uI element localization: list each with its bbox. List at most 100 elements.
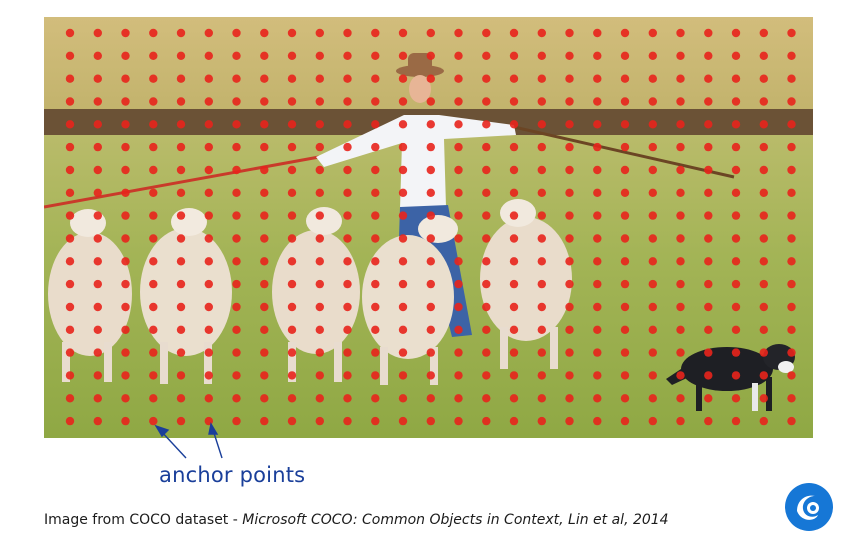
anchor-point [343,97,352,106]
anchor-point [260,325,269,334]
anchor-point [731,348,741,357]
anchor-point [176,371,186,380]
anchor-point [482,51,491,60]
anchor-point [593,325,602,334]
anchor-point [426,325,435,334]
anchor-point [65,28,75,38]
anchor-point [315,28,324,38]
anchor-point [620,28,630,38]
anchor-point [704,302,713,312]
anchor-point [787,142,796,152]
anchor-point [121,416,130,426]
anchor-point [593,165,602,175]
anchor-point [65,234,75,243]
anchor-point [565,394,574,403]
anchor-point [620,234,630,243]
anchor-point [565,188,574,197]
anchor-point [426,416,435,426]
anchor-point [149,394,158,403]
anchor-point [731,165,741,175]
anchor-point [537,28,546,38]
anchor-point [149,371,158,380]
anchor-point [454,394,463,403]
anchor-point [537,142,546,152]
anchor-point [787,165,796,175]
anchor-point [149,211,158,220]
anchor-grid [65,28,796,426]
anchor-point [676,28,685,38]
anchor-point [260,416,269,426]
anchor-point [260,394,269,403]
anchor-point [565,74,574,83]
anchor-point [620,188,630,197]
anchor-point [537,348,546,357]
anchor-point [676,234,685,243]
anchor-point [93,416,102,426]
anchor-point [398,51,408,60]
anchor-point [93,188,102,197]
anchor-point [509,97,519,106]
anchor-point [454,371,463,380]
anchor-point [287,416,297,426]
anchor-point [343,120,352,129]
anchor-point [537,257,546,266]
anchor-point [260,97,269,106]
anchor-point [482,142,491,152]
anchor-point [343,28,352,38]
anchor-point [704,348,713,357]
anchor-point [371,165,380,175]
anchor-point [620,394,630,403]
anchor-point [398,279,408,289]
anchor-point [260,120,269,129]
anchor-point [426,257,435,266]
anchor-point [93,28,102,38]
anchor-point [704,97,713,106]
anchor-point [787,394,796,403]
anchor-point [704,165,713,175]
anchor-point [204,257,213,266]
anchor-point [537,234,546,243]
anchor-point [315,211,324,220]
anchor-point [315,97,324,106]
anchor-point [676,371,685,380]
anchor-point [398,211,408,220]
anchor-point [343,257,352,266]
anchor-point [176,257,186,266]
anchor-point [593,51,602,60]
anchor-point [593,74,602,83]
anchor-point [65,348,75,357]
anchor-point [176,165,186,175]
anchor-point [537,74,546,83]
anchor-point [343,325,352,334]
anchor-point [204,394,213,403]
anchor-point [426,188,435,197]
image-caption: Image from COCO dataset - Microsoft COCO… [44,512,669,528]
anchor-point [509,257,519,266]
anchor-point [537,211,546,220]
anchor-point [315,416,324,426]
anchor-point [759,74,768,83]
anchor-point [704,142,713,152]
anchor-point [704,74,713,83]
anchor-point [759,211,768,220]
anchor-point [398,416,408,426]
anchor-point [121,394,130,403]
anchor-point [426,279,435,289]
anchor-point [787,302,796,312]
anchor-point [93,165,102,175]
anchor-point [371,188,380,197]
anchor-point [787,257,796,266]
anchor-point [287,142,297,152]
anchor-point [232,234,241,243]
anchor-point [593,348,602,357]
anchor-point [565,28,574,38]
anchor-point [121,188,130,197]
anchor-point [315,348,324,357]
anchor-point [731,416,741,426]
anchor-point [731,325,741,334]
anchor-point [176,120,186,129]
anchor-point [426,394,435,403]
anchor-point [121,211,130,220]
anchor-point [149,120,158,129]
anchor-point [121,51,130,60]
